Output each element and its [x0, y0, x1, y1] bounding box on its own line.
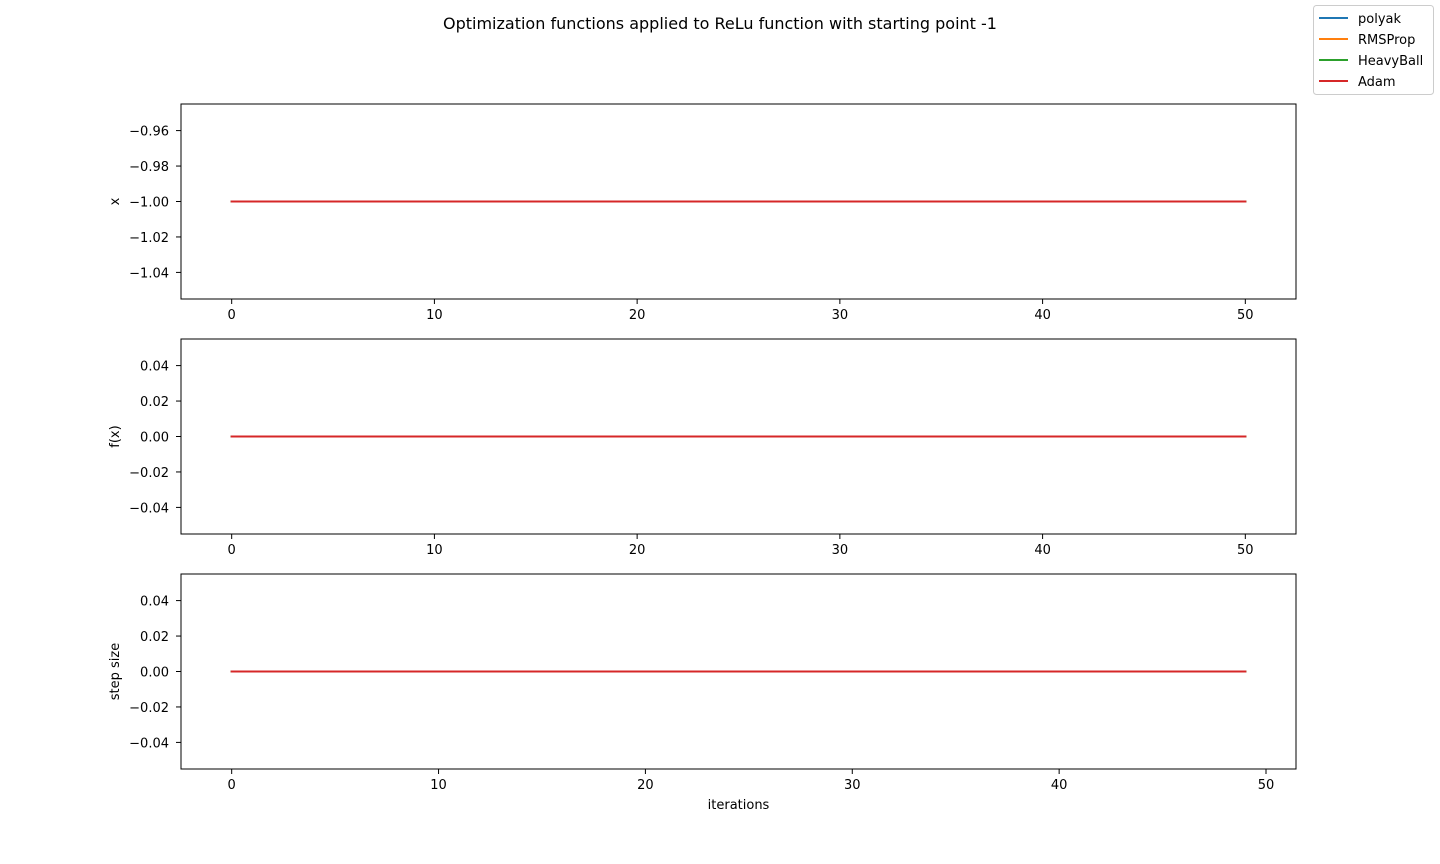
y-tick-label: −0.04	[129, 501, 169, 516]
x-tick-label: 20	[629, 308, 646, 323]
y-tick-label: 0.02	[140, 395, 169, 410]
y-tick-label: 0.00	[140, 431, 169, 446]
x-tick-label: 40	[1051, 778, 1068, 793]
x-tick-label: 20	[629, 543, 646, 558]
y-axis-label: x	[108, 197, 123, 205]
x-tick-label: 50	[1237, 308, 1254, 323]
legend-label: HeavyBall	[1358, 54, 1423, 69]
subplot-fx: 0 10 20 30 40 50 −0.04 −0.02 0.00 0.02 0.04 f(x)	[108, 338, 1297, 558]
y-tick-label: 0.02	[140, 630, 169, 645]
x-axis-label: iterations	[708, 798, 770, 813]
x-tick-label: 10	[426, 308, 443, 323]
legend-label: polyak	[1358, 12, 1401, 27]
x-tick-label: 10	[430, 778, 447, 793]
x-tick-label: 0	[228, 308, 236, 323]
legend-label: RMSProp	[1358, 33, 1415, 48]
y-tick-label: −1.02	[129, 231, 169, 246]
x-tick-label: 10	[426, 543, 443, 558]
legend: polyak RMSProp HeavyBall Adam	[1313, 5, 1434, 95]
y-tick-label: −1.04	[129, 266, 169, 281]
y-tick-label: −0.02	[129, 701, 169, 716]
y-tick-label: 0.00	[140, 666, 169, 681]
x-tick-label: 50	[1258, 778, 1275, 793]
y-tick-label: −0.98	[129, 160, 169, 175]
x-tick-label: 20	[637, 778, 654, 793]
x-tick-label: 30	[832, 543, 849, 558]
y-tick-label: −0.96	[129, 125, 169, 140]
subplot-step-size: 0 10 20 30 40 50 −0.04 −0.02 0.00 0.02 0.04 step si…	[108, 573, 1297, 813]
subplot-x: 0 10 20 30 40 50 −1.04 −1.02 −1.00 −0.98 −0.96 x	[108, 103, 1297, 323]
y-axis-label: step size	[108, 643, 123, 700]
x-tick-label: 50	[1237, 543, 1254, 558]
y-tick-label: −1.00	[129, 196, 169, 211]
x-tick-label: 30	[832, 308, 849, 323]
x-tick-label: 0	[228, 778, 236, 793]
y-tick-label: −0.04	[129, 736, 169, 751]
y-tick-label: 0.04	[140, 360, 169, 375]
legend-frame	[1313, 5, 1434, 95]
x-tick-label: 0	[228, 543, 236, 558]
y-tick-label: −0.02	[129, 466, 169, 481]
chart-title: Optimization functions applied to ReLu f…	[443, 14, 997, 33]
y-axis-label: f(x)	[108, 425, 123, 447]
x-tick-label: 30	[844, 778, 861, 793]
y-tick-label: 0.04	[140, 595, 169, 610]
legend-label: Adam	[1358, 75, 1396, 90]
x-tick-label: 40	[1034, 308, 1051, 323]
x-tick-label: 40	[1034, 543, 1051, 558]
